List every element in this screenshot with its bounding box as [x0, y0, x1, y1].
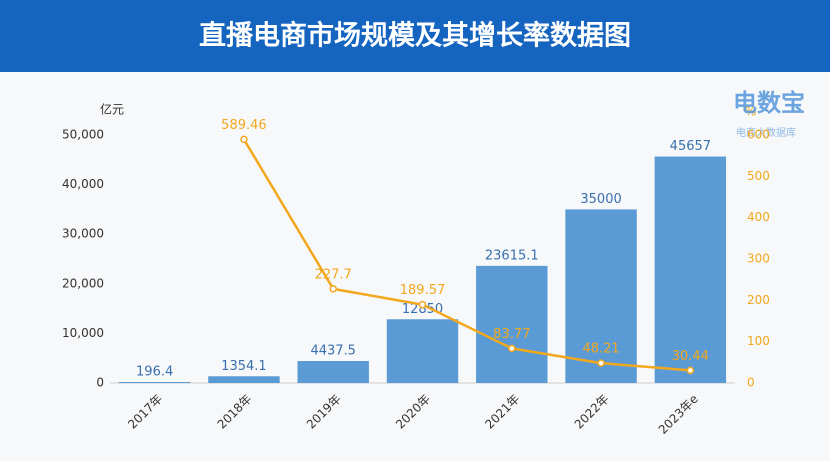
y-tick-label: 40,000 [62, 177, 104, 191]
line-value-label: 30.44 [672, 349, 709, 364]
y2-tick-label: 200 [747, 293, 770, 307]
bar [386, 319, 459, 383]
line-point [508, 344, 516, 353]
y2-tick-label: 300 [747, 252, 770, 266]
y-axis-label: 亿元 [100, 102, 124, 117]
line-point [329, 285, 337, 293]
bar [654, 156, 727, 383]
bar [208, 376, 280, 383]
y2-tick-label: 600 [747, 128, 770, 142]
bar-value-label: 4437.5 [310, 343, 356, 358]
line-point [597, 359, 605, 367]
y-tick-label: 0 [96, 376, 104, 390]
y-tick-label: 20,000 [62, 276, 104, 290]
y-tick-label: 30,000 [62, 227, 104, 241]
y-tick-label: 50,000 [62, 128, 104, 142]
line-point [686, 366, 695, 375]
y2-tick-label: 0 [747, 376, 755, 390]
bar [118, 382, 191, 383]
line-value-label: 227.7 [315, 267, 352, 282]
bar [565, 209, 637, 383]
bar-value-label: 1354.1 [221, 359, 267, 374]
y2-tick-label: 500 [747, 169, 770, 183]
line-point [240, 135, 248, 144]
logo-subtitle: 电商大数据库 [736, 126, 796, 139]
y2-tick-label: 400 [747, 210, 770, 224]
y2-axis-label: % [745, 105, 756, 119]
bar [297, 360, 369, 383]
bar [476, 265, 548, 383]
bar-value-label: 35000 [580, 192, 621, 207]
bar-value-label: 12850 [402, 302, 443, 317]
line-value-label: 589.46 [221, 118, 267, 133]
bar-value-label: 45657 [670, 139, 711, 154]
line-value-label: 83.77 [493, 327, 530, 342]
bar-value-label: 196.4 [136, 365, 173, 380]
title-banner [0, 0, 830, 72]
y-tick-label: 10,000 [62, 326, 104, 340]
growth-line [242, 138, 691, 372]
bar-value-label: 23615.1 [485, 248, 539, 263]
line-value-label: 189.57 [400, 283, 446, 298]
line-value-label: 48.21 [582, 342, 619, 357]
y2-tick-label: 100 [747, 334, 770, 348]
line-point [418, 300, 427, 309]
chart-title: 直播电商市场规模及其增长率数据图 [199, 20, 631, 52]
logo: 电数宝 [733, 89, 805, 117]
